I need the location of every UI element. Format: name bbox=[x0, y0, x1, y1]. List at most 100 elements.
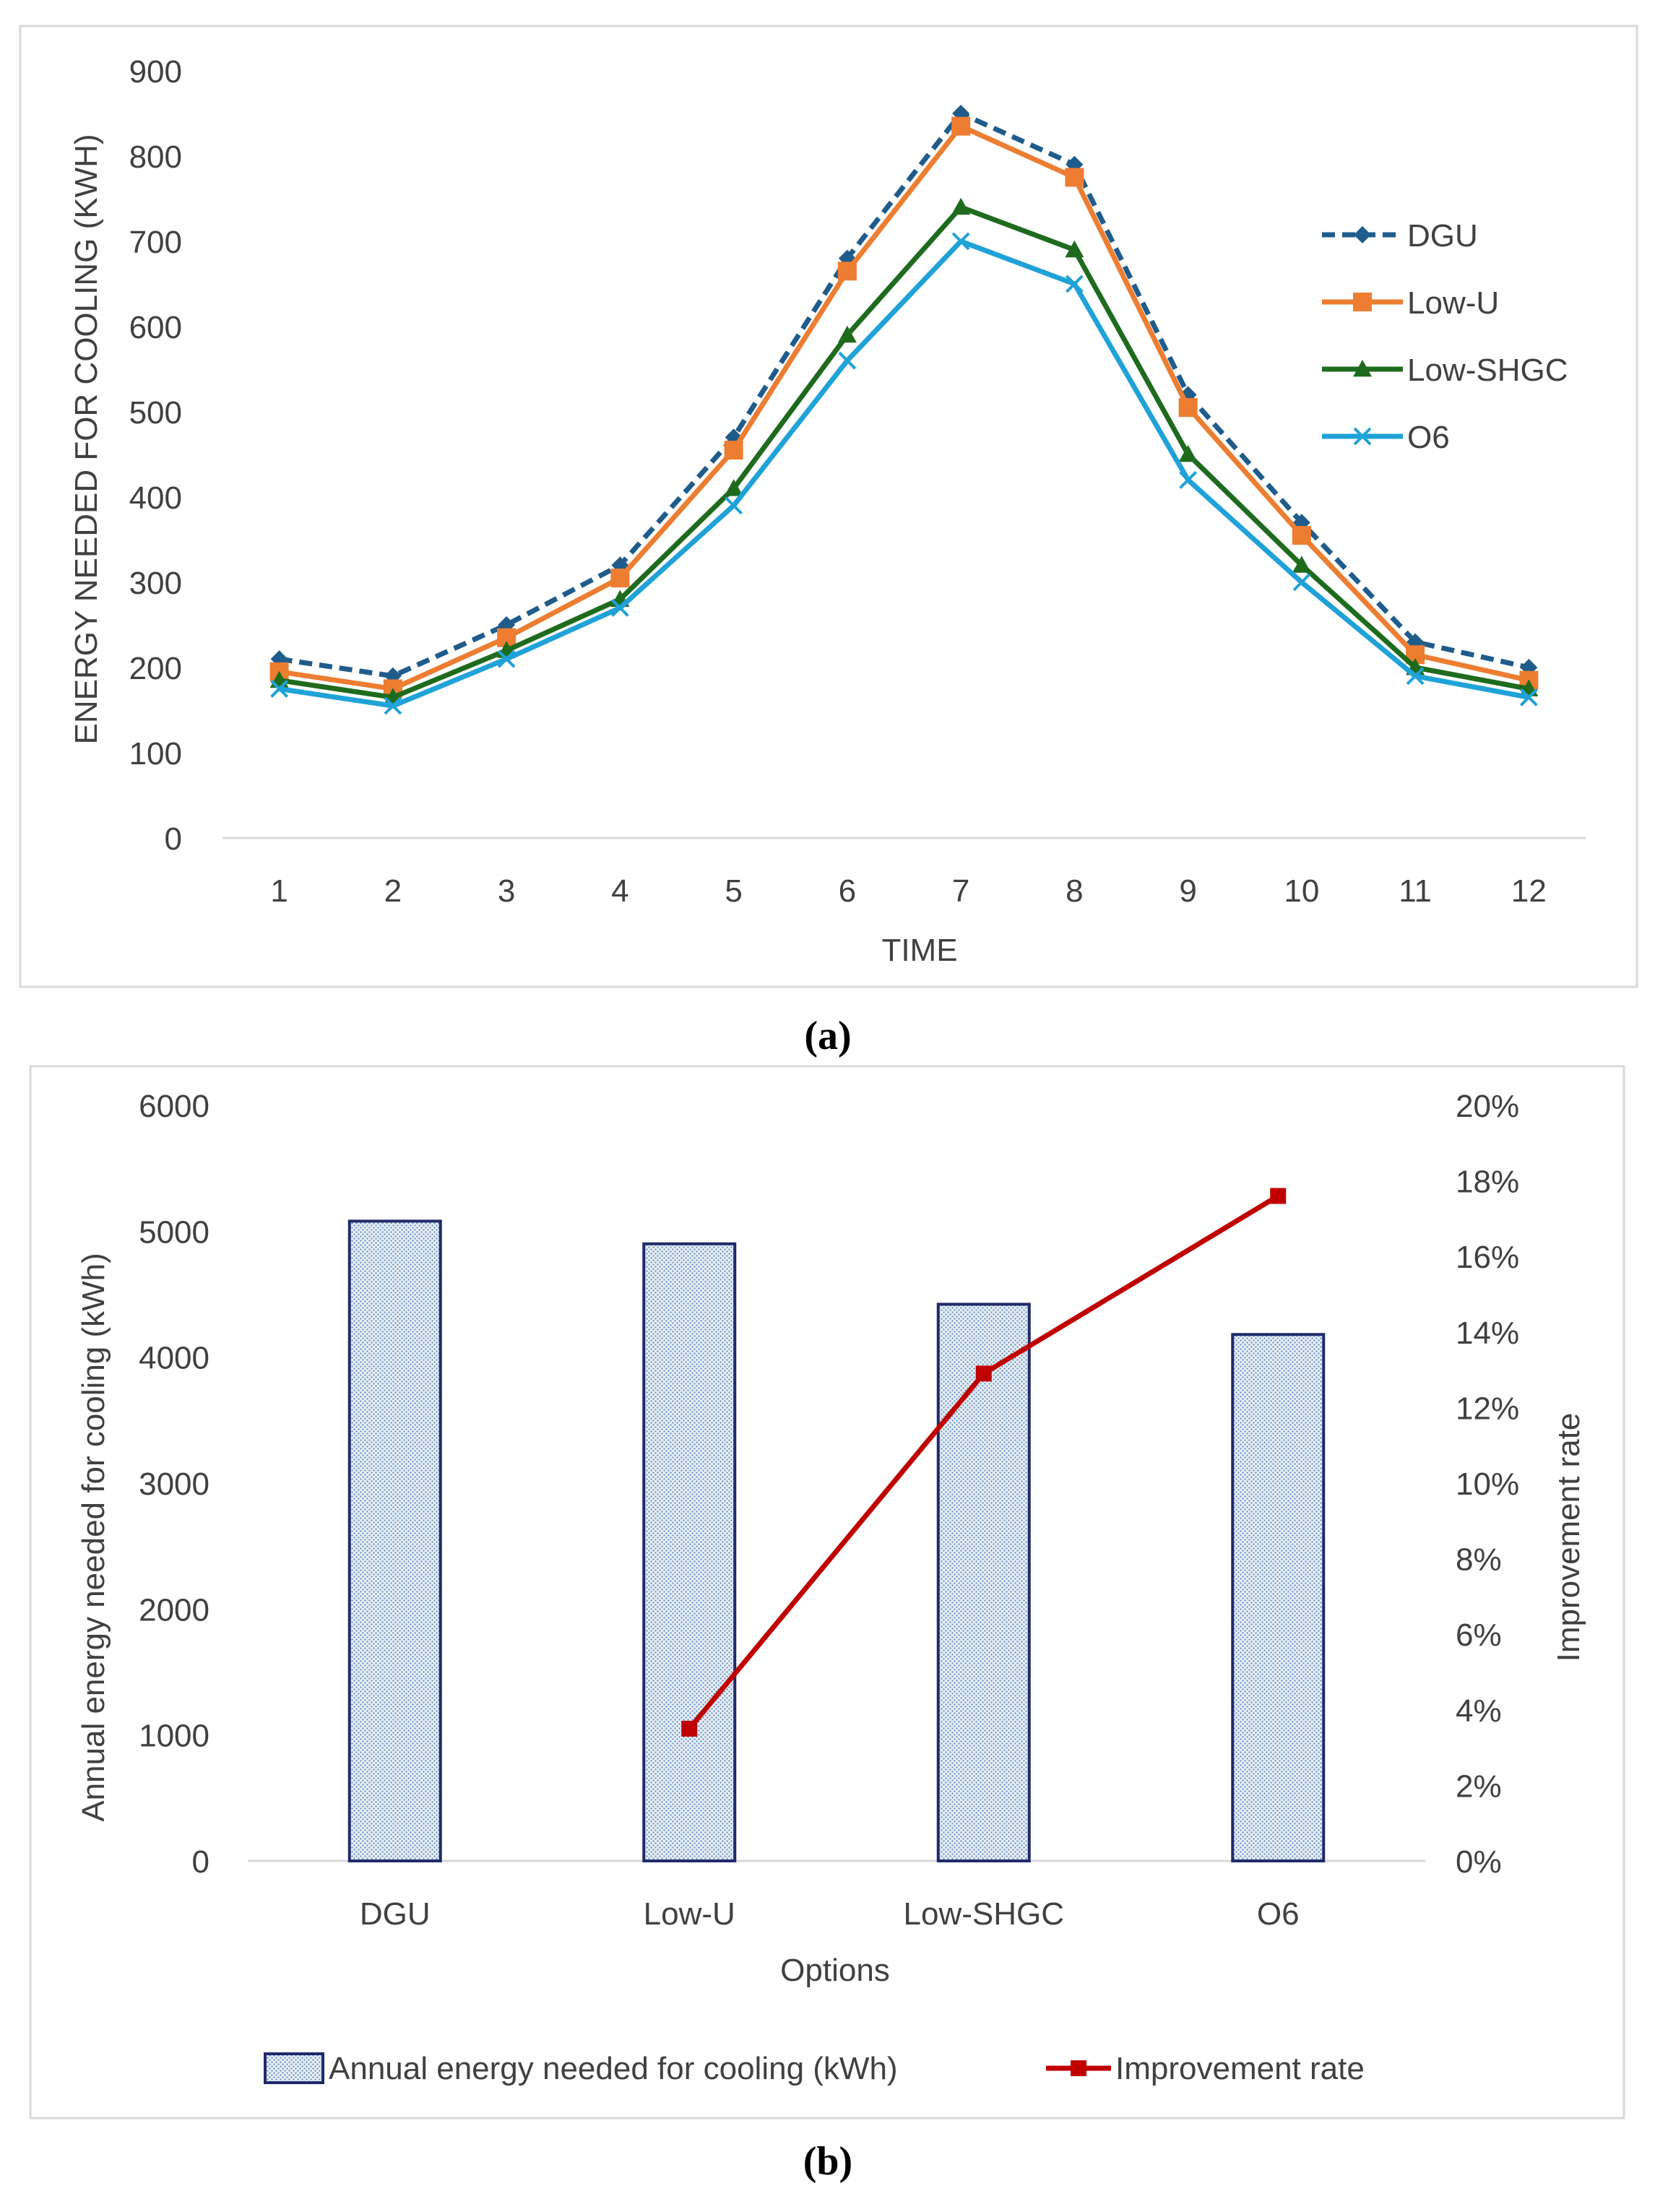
series-low-u-point bbox=[610, 569, 630, 588]
series-low-shgc-point bbox=[837, 325, 857, 343]
legend-label: O6 bbox=[1407, 420, 1450, 455]
legend-marker bbox=[1353, 360, 1372, 377]
series-low-u-point bbox=[837, 262, 857, 281]
legend-marker bbox=[1353, 293, 1372, 311]
series-low-shgc-point bbox=[724, 479, 743, 496]
chart-b-y-tick-right: 14% bbox=[1456, 1315, 1519, 1351]
chart-a-x-tick: 8 bbox=[1066, 873, 1083, 909]
chart-a-y-tick: 500 bbox=[129, 395, 182, 431]
series-o6 bbox=[270, 232, 1538, 715]
series-low-u-point bbox=[951, 116, 971, 136]
legend-item-dgu: DGU bbox=[1322, 218, 1478, 254]
chart-a-frame bbox=[19, 25, 1638, 988]
chart-b-y-tick-right: 8% bbox=[1456, 1542, 1502, 1578]
chart-b-y-tick-left: 0 bbox=[192, 1844, 209, 1880]
chart-b-y-tick-right: 6% bbox=[1456, 1617, 1502, 1653]
chart-a-y-ticks: 0 100 200 300 400 500 600 700 800 900 bbox=[129, 54, 182, 857]
chart-b-y-tick-left: 2000 bbox=[139, 1592, 209, 1628]
legend-item-low-u: Low-U bbox=[1322, 285, 1499, 321]
series-o6-point bbox=[1519, 688, 1538, 707]
series-low-u bbox=[269, 116, 1539, 699]
chart-a-y-tick: 0 bbox=[165, 821, 182, 857]
chart-b-legend-line-marker bbox=[1071, 2060, 1086, 2076]
series-low-u-point bbox=[1178, 398, 1198, 418]
chart-b-frame bbox=[29, 1065, 1625, 2120]
series-low-u-point bbox=[1292, 526, 1311, 545]
legend-label: DGU bbox=[1407, 218, 1478, 254]
chart-a-y-tick: 700 bbox=[129, 225, 182, 260]
chart-b-y-tick-left: 6000 bbox=[139, 1089, 209, 1124]
chart-b-y-tick-right: 4% bbox=[1456, 1693, 1502, 1729]
chart-b-y-ticks-left: 0 1000 2000 3000 4000 5000 6000 bbox=[139, 1089, 209, 1880]
chart-b-y-tick-left: 1000 bbox=[139, 1719, 209, 1754]
chart-a-legend: DGU Low-U Low-SHGC O6 bbox=[1322, 218, 1568, 455]
improvement-point bbox=[681, 1720, 698, 1737]
chart-b-x-ticks: DGU Low-U Low-SHGC O6 bbox=[360, 1896, 1300, 1932]
chart-b-x-tick: O6 bbox=[1257, 1896, 1300, 1932]
series-low-u-point bbox=[1065, 168, 1084, 187]
chart-b-bars bbox=[347, 1219, 1326, 1863]
chart-a-x-tick: 5 bbox=[725, 873, 742, 909]
chart-a-y-tick: 900 bbox=[129, 54, 182, 90]
chart-a-x-tick: 12 bbox=[1511, 873, 1547, 909]
series-o6-point bbox=[270, 680, 289, 698]
chart-a-y-label: ENERGY NEEDED FOR COOLING (KWH) bbox=[69, 134, 104, 744]
bar-low-u bbox=[642, 1242, 737, 1863]
series-low-shgc-point bbox=[951, 197, 971, 215]
chart-a-series bbox=[269, 105, 1539, 715]
series-low-shgc-point bbox=[1292, 556, 1311, 573]
chart-a-x-tick: 2 bbox=[384, 873, 402, 909]
series-o6-point bbox=[610, 598, 629, 617]
series-low-u-point bbox=[724, 441, 743, 460]
chart-a-x-tick: 6 bbox=[839, 873, 856, 909]
series-o6-point bbox=[1406, 667, 1425, 686]
series-o6-point bbox=[1179, 470, 1198, 489]
chart-b-legend-bar-swatch bbox=[264, 2052, 324, 2084]
caption-b: (b) bbox=[803, 2139, 852, 2184]
series-low-u-line bbox=[279, 124, 1530, 691]
chart-a-x-label: TIME bbox=[881, 933, 957, 968]
improvement-point bbox=[1270, 1188, 1287, 1204]
series-low-shgc-point bbox=[1178, 445, 1198, 462]
chart-b-x-tick: Low-SHGC bbox=[904, 1896, 1065, 1932]
chart-b-y-tick-right: 2% bbox=[1456, 1768, 1502, 1804]
chart-b-y-tick-right: 16% bbox=[1456, 1240, 1519, 1275]
series-o6-point bbox=[1292, 573, 1311, 592]
series-o6-point bbox=[1065, 275, 1084, 293]
chart-b-y-tick-right: 10% bbox=[1456, 1466, 1519, 1502]
chart-a-x-tick: 3 bbox=[498, 873, 515, 909]
chart-b-x-tick: Low-U bbox=[644, 1896, 735, 1932]
chart-b-y-tick-right: 0% bbox=[1456, 1844, 1502, 1880]
chart-b: 0 1000 2000 3000 4000 5000 6000 0% 2% 4% 6% 8% 10% 1… bbox=[29, 1065, 1625, 2120]
series-o6-point bbox=[384, 696, 402, 715]
legend-marker bbox=[1354, 226, 1371, 243]
chart-b-y-tick-right: 12% bbox=[1456, 1391, 1519, 1426]
chart-b-legend-bar-label: Annual energy needed for cooling (kWh) bbox=[329, 2051, 898, 2086]
chart-a-y-tick: 600 bbox=[129, 310, 182, 345]
series-o6-point bbox=[497, 649, 516, 668]
chart-a-x-tick: 11 bbox=[1399, 873, 1432, 909]
chart-b-y-tick-left: 5000 bbox=[139, 1214, 209, 1250]
chart-b-improvement-line bbox=[681, 1188, 1287, 1737]
chart-b-y-ticks-right: 0% 2% 4% 6% 8% 10% 12% 14% 16% 18% 20% bbox=[1456, 1089, 1519, 1880]
bar-dgu bbox=[347, 1219, 442, 1863]
chart-b-y-label-right: Improvement rate bbox=[1551, 1413, 1586, 1662]
series-o6-line bbox=[279, 238, 1530, 709]
chart-b-y-tick-left: 3000 bbox=[139, 1466, 209, 1502]
chart-a-y-tick: 800 bbox=[129, 139, 182, 175]
legend-label: Low-U bbox=[1407, 285, 1499, 321]
chart-a-x-tick: 4 bbox=[611, 873, 628, 909]
chart-a-y-tick: 300 bbox=[129, 566, 182, 601]
chart-b-y-tick-right: 20% bbox=[1456, 1089, 1519, 1124]
bar-o6 bbox=[1231, 1333, 1326, 1862]
chart-a-x-ticks: 1 2 3 4 5 6 7 8 9 10 11 12 bbox=[270, 873, 1546, 909]
chart-b-y-tick-left: 4000 bbox=[139, 1341, 209, 1376]
chart-b-y-tick-right: 18% bbox=[1456, 1165, 1519, 1200]
series-o6-point bbox=[838, 351, 857, 370]
chart-a-y-tick: 200 bbox=[129, 651, 182, 686]
series-low-shgc-point bbox=[1065, 240, 1084, 258]
improvement-point bbox=[975, 1365, 992, 1382]
chart-a-x-tick: 9 bbox=[1179, 873, 1196, 909]
